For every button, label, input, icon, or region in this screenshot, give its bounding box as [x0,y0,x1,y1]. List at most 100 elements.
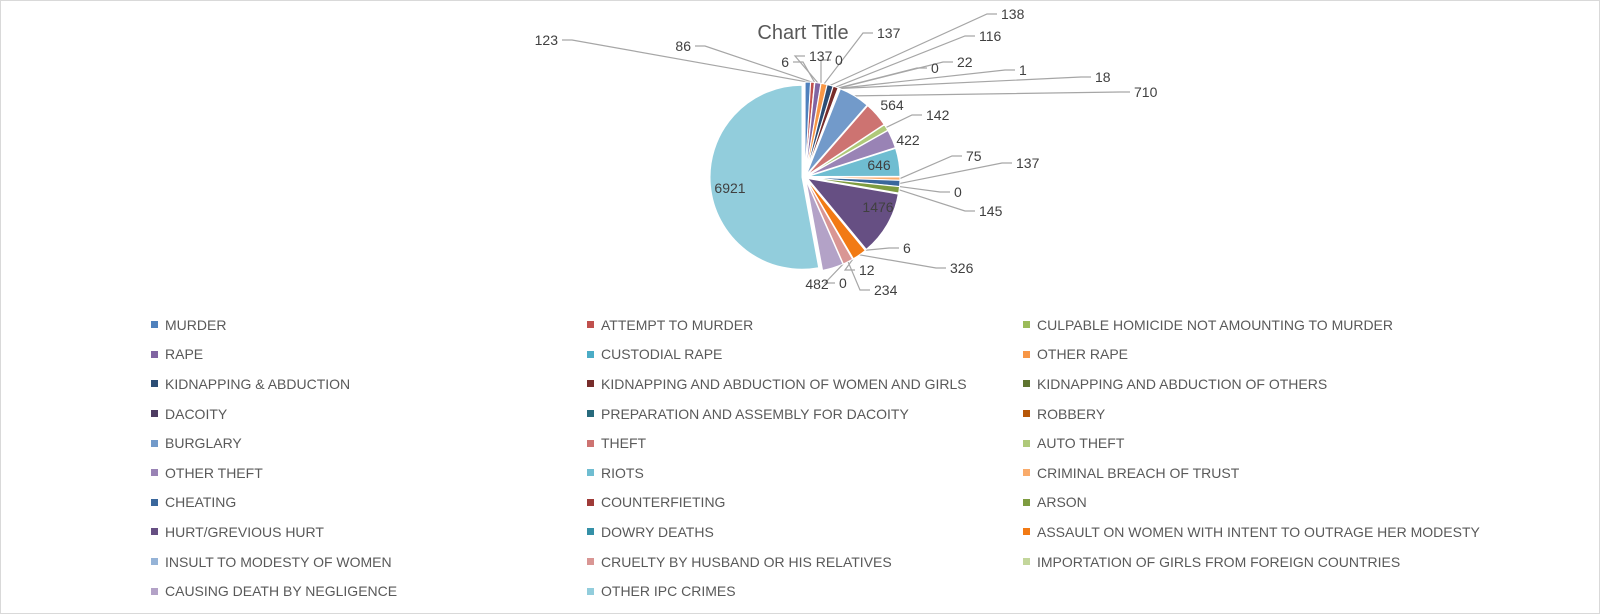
legend-label: THEFT [601,435,647,452]
leader-line [859,254,946,269]
legend-label: CUSTODIAL RAPE [601,346,723,363]
leader-line [847,261,870,291]
legend-item: KIDNAPPING & ABDUCTION [151,369,587,399]
chart-title: Chart Title [757,22,848,44]
legend-swatch [587,321,594,329]
legend-item: OTHER RAPE [1023,340,1571,370]
data-label: 710 [1134,84,1158,100]
legend-label: OTHER IPC CRIMES [601,583,736,600]
data-label: 422 [896,132,920,148]
legend-item: INSULT TO MODESTY OF WOMEN [151,547,587,577]
data-label: 116 [979,28,1002,44]
legend-item: CUSTODIAL RAPE [587,340,1023,370]
data-label: 86 [675,38,691,54]
legend: MURDER ATTEMPT TO MURDER CULPABLE HOMICIDE… [151,310,1571,606]
legend-label: CRUELTY BY HUSBAND OR HIS RELATIVES [601,553,892,570]
legend-item: RAPE [151,340,587,370]
leader-line [899,162,1012,185]
leader-line [898,189,975,212]
legend-item: CRIMINAL BREACH OF TRUST [1023,458,1571,488]
legend-label: BURGLARY [165,435,242,452]
leader-line [899,185,950,193]
legend-item: KIDNAPPING AND ABDUCTION OF WOMEN AND GI… [587,369,1023,399]
legend-label: INSULT TO MODESTY OF WOMEN [165,553,392,570]
data-label: 0 [954,184,962,200]
data-label: 482 [805,276,829,292]
legend-swatch [587,498,594,506]
legend-label: ATTEMPT TO MURDER [601,316,754,333]
legend-label: CHEATING [165,494,237,511]
legend-swatch [151,587,158,595]
data-label: 75 [966,148,982,164]
pie-slice [805,179,854,265]
legend-swatch [151,528,158,536]
legend-label: DOWRY DEATHS [601,523,714,540]
leader-line [885,114,922,129]
leader-line [829,13,997,86]
legend-swatch [1023,439,1030,447]
pie-slices [709,81,901,271]
legend-swatch [151,321,158,329]
data-label: 142 [926,107,950,123]
legend-label: KIDNAPPING AND ABDUCTION OF WOMEN AND GI… [601,375,967,392]
legend-swatch [587,558,594,566]
legend-swatch [1023,350,1030,358]
data-label: 18 [1095,69,1111,85]
legend-label: CULPABLE HOMICIDE NOT AMOUNTING TO MURDE… [1037,316,1394,333]
legend-item: ATTEMPT TO MURDER [587,310,1023,340]
legend-label: OTHER THEFT [165,464,263,481]
legend-item: HURT/GREVIOUS HURT [151,517,587,547]
legend-label: KIDNAPPING AND ABDUCTION OF OTHERS [1037,375,1328,392]
data-label: 6921 [714,180,745,196]
legend-label: PREPARATION AND ASSEMBLY FOR DACOITY [601,405,909,422]
data-label: 564 [880,97,904,113]
data-label: 123 [535,32,559,48]
legend-label: HURT/GREVIOUS HURT [165,523,324,540]
legend-item: PREPARATION AND ASSEMBLY FOR DACOITY [587,399,1023,429]
legend-swatch [151,558,158,566]
legend-label: CAUSING DEATH BY NEGLIGENCE [165,583,398,600]
leader-line [793,61,816,83]
legend-swatch [1023,380,1030,388]
legend-swatch [1023,410,1030,418]
leader-line [695,45,813,83]
legend-item: ASSAULT ON WOMEN WITH INTENT TO OUTRAGE … [1023,517,1571,547]
pie-slice [807,147,901,178]
leader-line [839,69,1015,89]
pie-slice [805,87,841,175]
legend-swatch [151,410,158,418]
leader-line [793,55,819,84]
legend-label: OTHER RAPE [1037,346,1129,363]
legend-item: OTHER IPC CRIMES [587,576,1023,606]
legend-item: AUTO THEFT [1023,428,1571,458]
data-label: 1476 [862,199,893,215]
legend-swatch [587,528,594,536]
legend-item: CHEATING [151,488,587,518]
data-label: 234 [874,282,898,298]
legend-swatch [587,587,594,595]
legend-item: THEFT [587,428,1023,458]
leader-lines [562,13,1130,291]
legend-item: COUNTERFIETING [587,488,1023,518]
data-label: 0 [839,275,847,291]
legend-swatch [587,350,594,358]
legend-label: COUNTERFIETING [601,494,726,511]
legend-item: MURDER [151,310,587,340]
legend-swatch [151,380,158,388]
data-label: 6 [781,54,789,70]
pie-slice [807,176,901,194]
data-label: 145 [979,203,1003,219]
legend-label: IMPORTATION OF GIRLS FROM FOREIGN COUNTR… [1037,553,1401,570]
legend-item: RIOTS [587,458,1023,488]
data-label: 6 [903,240,911,256]
legend-swatch [151,350,158,358]
data-label: 326 [950,260,974,276]
leader-line [823,32,873,85]
legend-swatch [1023,469,1030,477]
legend-swatch [1023,558,1030,566]
legend-swatch [151,469,158,477]
legend-swatch [151,439,158,447]
